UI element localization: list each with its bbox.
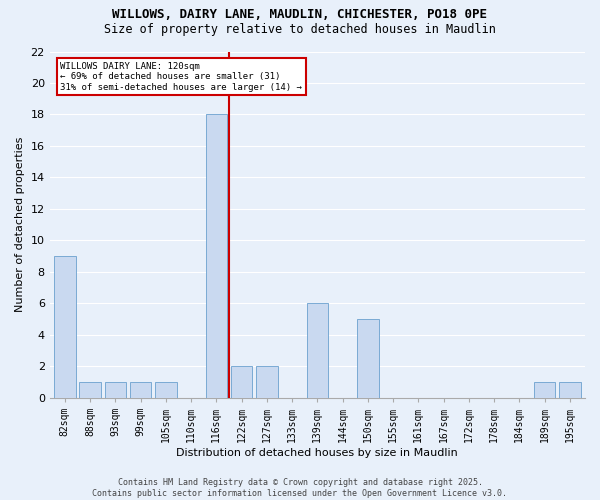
Bar — [256, 366, 278, 398]
Text: WILLOWS DAIRY LANE: 120sqm
← 69% of detached houses are smaller (31)
31% of semi: WILLOWS DAIRY LANE: 120sqm ← 69% of deta… — [61, 62, 302, 92]
Bar — [155, 382, 176, 398]
Text: WILLOWS, DAIRY LANE, MAUDLIN, CHICHESTER, PO18 0PE: WILLOWS, DAIRY LANE, MAUDLIN, CHICHESTER… — [113, 8, 487, 20]
Bar — [206, 114, 227, 398]
Bar — [130, 382, 151, 398]
Bar — [307, 304, 328, 398]
X-axis label: Distribution of detached houses by size in Maudlin: Distribution of detached houses by size … — [176, 448, 458, 458]
Text: Contains HM Land Registry data © Crown copyright and database right 2025.
Contai: Contains HM Land Registry data © Crown c… — [92, 478, 508, 498]
Bar — [231, 366, 253, 398]
Y-axis label: Number of detached properties: Number of detached properties — [15, 137, 25, 312]
Bar — [357, 319, 379, 398]
Bar — [534, 382, 556, 398]
Text: Size of property relative to detached houses in Maudlin: Size of property relative to detached ho… — [104, 22, 496, 36]
Bar — [104, 382, 126, 398]
Bar — [54, 256, 76, 398]
Bar — [559, 382, 581, 398]
Bar — [79, 382, 101, 398]
